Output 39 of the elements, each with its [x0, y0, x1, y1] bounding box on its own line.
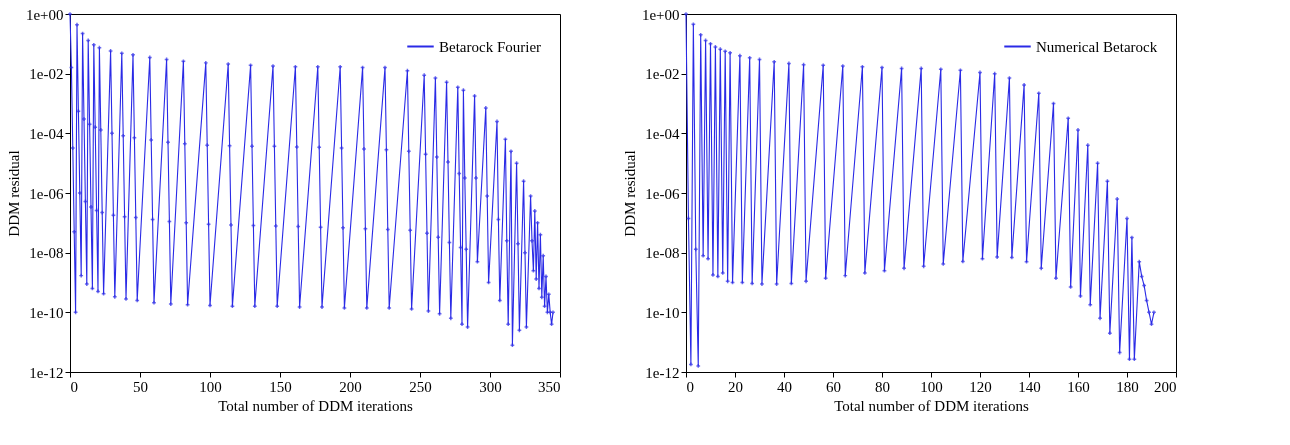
y-tick-label: 1e-10 — [29, 304, 64, 321]
y-tick-label: 1e-08 — [29, 245, 64, 262]
x-tick-label: 200 — [1154, 378, 1177, 395]
y-tick-label: 1e-04 — [29, 125, 64, 142]
y-tick-label: 1e-06 — [645, 185, 680, 202]
y-tick-label: 1e+00 — [641, 6, 680, 23]
x-tick-label: 140 — [1018, 378, 1041, 395]
y-tick-label: 1e-02 — [29, 66, 64, 83]
x-axis-title: Total number of DDM iterations — [834, 397, 1030, 414]
legend-label: Betarock Fourier — [439, 38, 542, 55]
x-tick-label: 80 — [875, 378, 890, 395]
legend-label: Numerical Betarock — [1036, 38, 1158, 55]
x-tick-label: 50 — [133, 378, 148, 395]
x-axis-title: Total number of DDM iterations — [218, 397, 414, 414]
y-tick-label: 1e-12 — [645, 364, 680, 381]
x-tick-label: 40 — [777, 378, 792, 395]
x-tick-label: 100 — [199, 378, 222, 395]
x-tick-label: 60 — [826, 378, 841, 395]
y-tick-label: 1e-04 — [645, 125, 680, 142]
x-tick-label: 150 — [269, 378, 292, 395]
x-tick-label: 120 — [969, 378, 992, 395]
x-tick-label: 180 — [1116, 378, 1139, 395]
y-axis-title: DDM residual — [5, 150, 22, 237]
y-tick-label: 1e-10 — [645, 304, 680, 321]
y-tick-label: 1e+00 — [25, 6, 64, 23]
x-tick-label: 0 — [686, 378, 694, 395]
x-tick-label: 100 — [920, 378, 943, 395]
y-axis-title: DDM residual — [621, 150, 638, 237]
x-tick-label: 350 — [538, 378, 561, 395]
x-tick-label: 0 — [70, 378, 78, 395]
x-tick-label: 300 — [479, 378, 502, 395]
x-tick-label: 250 — [409, 378, 432, 395]
y-tick-label: 1e-02 — [645, 66, 680, 83]
y-tick-label: 1e-06 — [29, 185, 64, 202]
y-tick-label: 1e-08 — [645, 245, 680, 262]
y-tick-label: 1e-12 — [29, 364, 64, 381]
x-tick-label: 200 — [339, 378, 362, 395]
x-tick-label: 160 — [1067, 378, 1090, 395]
x-tick-label: 20 — [728, 378, 743, 395]
